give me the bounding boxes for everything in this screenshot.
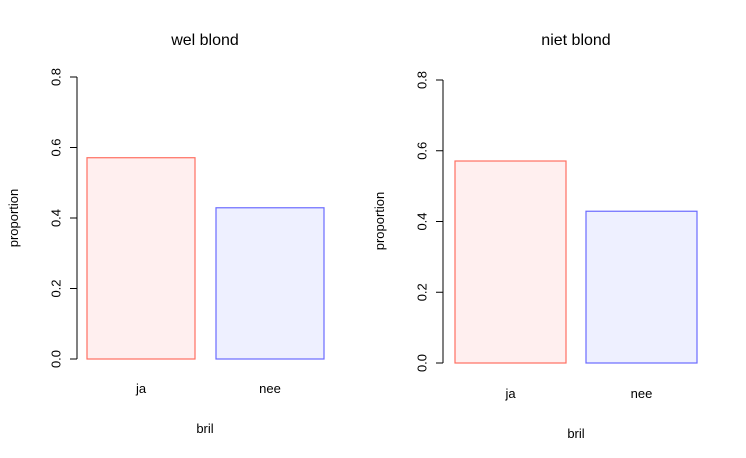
category-labels: ja nee xyxy=(135,381,281,396)
chart-title: niet blond xyxy=(541,32,610,49)
bars xyxy=(454,160,698,364)
chart-panel-niet-blond: niet blond 0.0 0.2 0.4 0.6 0.8 proportion ja… xyxy=(372,32,698,441)
y-tick-label: 0.4 xyxy=(48,209,63,227)
x-tick-label-nee: nee xyxy=(631,386,653,401)
y-axis-label: proportion xyxy=(372,192,387,251)
y-tick-label: 0.8 xyxy=(48,68,63,86)
y-tick-label: 0.0 xyxy=(48,350,63,368)
x-tick-label-nee: nee xyxy=(259,381,281,396)
x-axis-label: bril xyxy=(196,421,213,436)
bar-ja xyxy=(86,157,196,360)
y-tick-label: 0.8 xyxy=(414,71,429,89)
x-tick-label-ja: ja xyxy=(504,386,516,401)
x-tick-label-ja: ja xyxy=(135,381,147,396)
bar-ja xyxy=(454,160,567,364)
bar-nee xyxy=(585,210,698,364)
y-tick-label: 0.2 xyxy=(414,283,429,301)
chart-panel-wel-blond: wel blond 0.0 0.2 0.4 0.6 0.8 proportion ja n… xyxy=(6,32,325,436)
bars xyxy=(86,157,325,360)
y-tick-label: 0.6 xyxy=(414,142,429,160)
category-labels: ja nee xyxy=(504,386,652,401)
bar-nee xyxy=(215,207,325,360)
y-tick-label: 0.2 xyxy=(48,279,63,297)
y-tick-label: 0.4 xyxy=(414,212,429,230)
chart-title: wel blond xyxy=(170,32,239,49)
y-axis: 0.0 0.2 0.4 0.6 0.8 xyxy=(48,68,78,368)
y-axis-label: proportion xyxy=(6,189,21,248)
x-axis-label: bril xyxy=(567,426,584,441)
y-axis: 0.0 0.2 0.4 0.6 0.8 xyxy=(414,71,444,372)
y-tick-label: 0.0 xyxy=(414,354,429,372)
y-tick-label: 0.6 xyxy=(48,138,63,156)
